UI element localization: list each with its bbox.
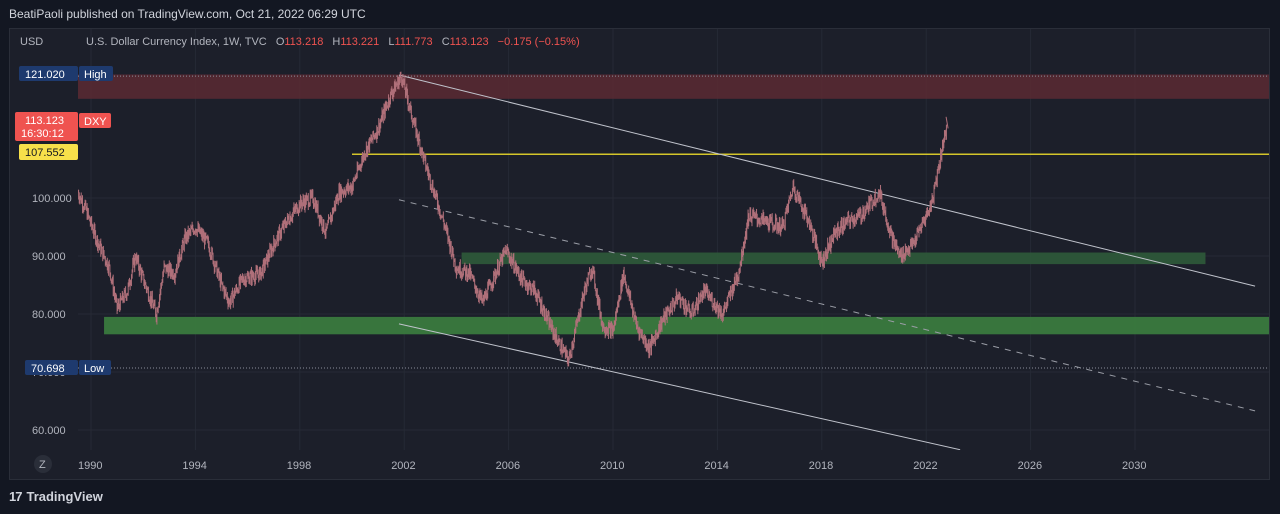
last-price-tag: 113.123 16:30:12 DXY: [15, 112, 111, 141]
footer: [0, 480, 1280, 514]
y-tick-label: 100.000: [32, 193, 72, 205]
legend-open-label: O: [276, 36, 285, 48]
x-tick-label: 2018: [809, 460, 833, 472]
x-tick-label: 2030: [1122, 460, 1146, 472]
x-tick-label: 2006: [496, 460, 520, 472]
legend-low-label: L: [388, 36, 394, 48]
publish-info: BeatiPaoli published on TradingView.com,…: [9, 7, 366, 21]
support-zone-upper[interactable]: [461, 252, 1206, 265]
y-tick-label: 90.000: [32, 251, 66, 263]
legend-line: U.S. Dollar Currency Index, 1W, TVC O113…: [86, 36, 580, 48]
resistance-zone[interactable]: [78, 74, 1269, 99]
tradingview-logo-icon: 17: [9, 489, 23, 504]
support-zone-lower[interactable]: [104, 316, 1269, 335]
z-label: Z: [39, 459, 46, 471]
last-candle: [945, 116, 949, 129]
y-tick-label: 80.000: [32, 309, 66, 321]
brand-name: TradingView: [26, 489, 103, 504]
publish-header: BeatiPaoli published on TradingView.com,…: [0, 0, 1280, 28]
x-axis[interactable]: 1990 1994 1998 2002 2006 2010 2014 2018 2022 2026…: [78, 460, 1146, 472]
high-label: High: [84, 69, 107, 81]
middle-trendline-dashed[interactable]: [398, 199, 1256, 412]
high-price-tag: 121.020 High: [19, 66, 113, 81]
tradingview-brand[interactable]: 17 TradingView: [9, 489, 103, 504]
x-tick-label: 1998: [287, 460, 311, 472]
lower-trendline[interactable]: [398, 323, 961, 450]
legend-change: −0.175 (−0.15%): [498, 36, 580, 48]
bar-countdown: 16:30:12: [21, 128, 64, 140]
x-tick-label: 1990: [78, 460, 102, 472]
upper-trendline[interactable]: [398, 74, 1256, 287]
legend-close: 113.123: [450, 36, 489, 48]
low-label: Low: [84, 363, 104, 375]
x-tick-label: 2002: [391, 460, 415, 472]
currency-label: USD: [20, 36, 43, 48]
x-tick-label: 2014: [704, 460, 728, 472]
legend-open: 113.218: [284, 36, 323, 48]
low-price-tag: 70.698 Low: [25, 360, 111, 375]
x-tick-label: 2010: [600, 460, 624, 472]
y-tick-label: 60.000: [32, 425, 66, 437]
low-value: 70.698: [31, 363, 65, 375]
x-tick-label: 1994: [182, 460, 206, 472]
high-value: 121.020: [25, 69, 65, 81]
last-price-value: 113.123: [25, 115, 64, 127]
legend-high: 113.221: [340, 36, 379, 48]
level-price-tag: 107.552: [19, 144, 78, 160]
legend-close-label: C: [442, 36, 450, 48]
level-value: 107.552: [25, 147, 65, 159]
zoom-reset-button[interactable]: Z: [34, 455, 52, 473]
price-series: [78, 71, 949, 367]
symbol-tag: DXY: [84, 116, 107, 128]
legend-symbol: U.S. Dollar Currency Index, 1W, TVC: [86, 36, 267, 48]
legend-high-label: H: [332, 36, 340, 48]
x-tick-label: 2022: [913, 460, 937, 472]
legend-low: 111.773: [394, 36, 432, 48]
x-tick-label: 2026: [1018, 460, 1042, 472]
